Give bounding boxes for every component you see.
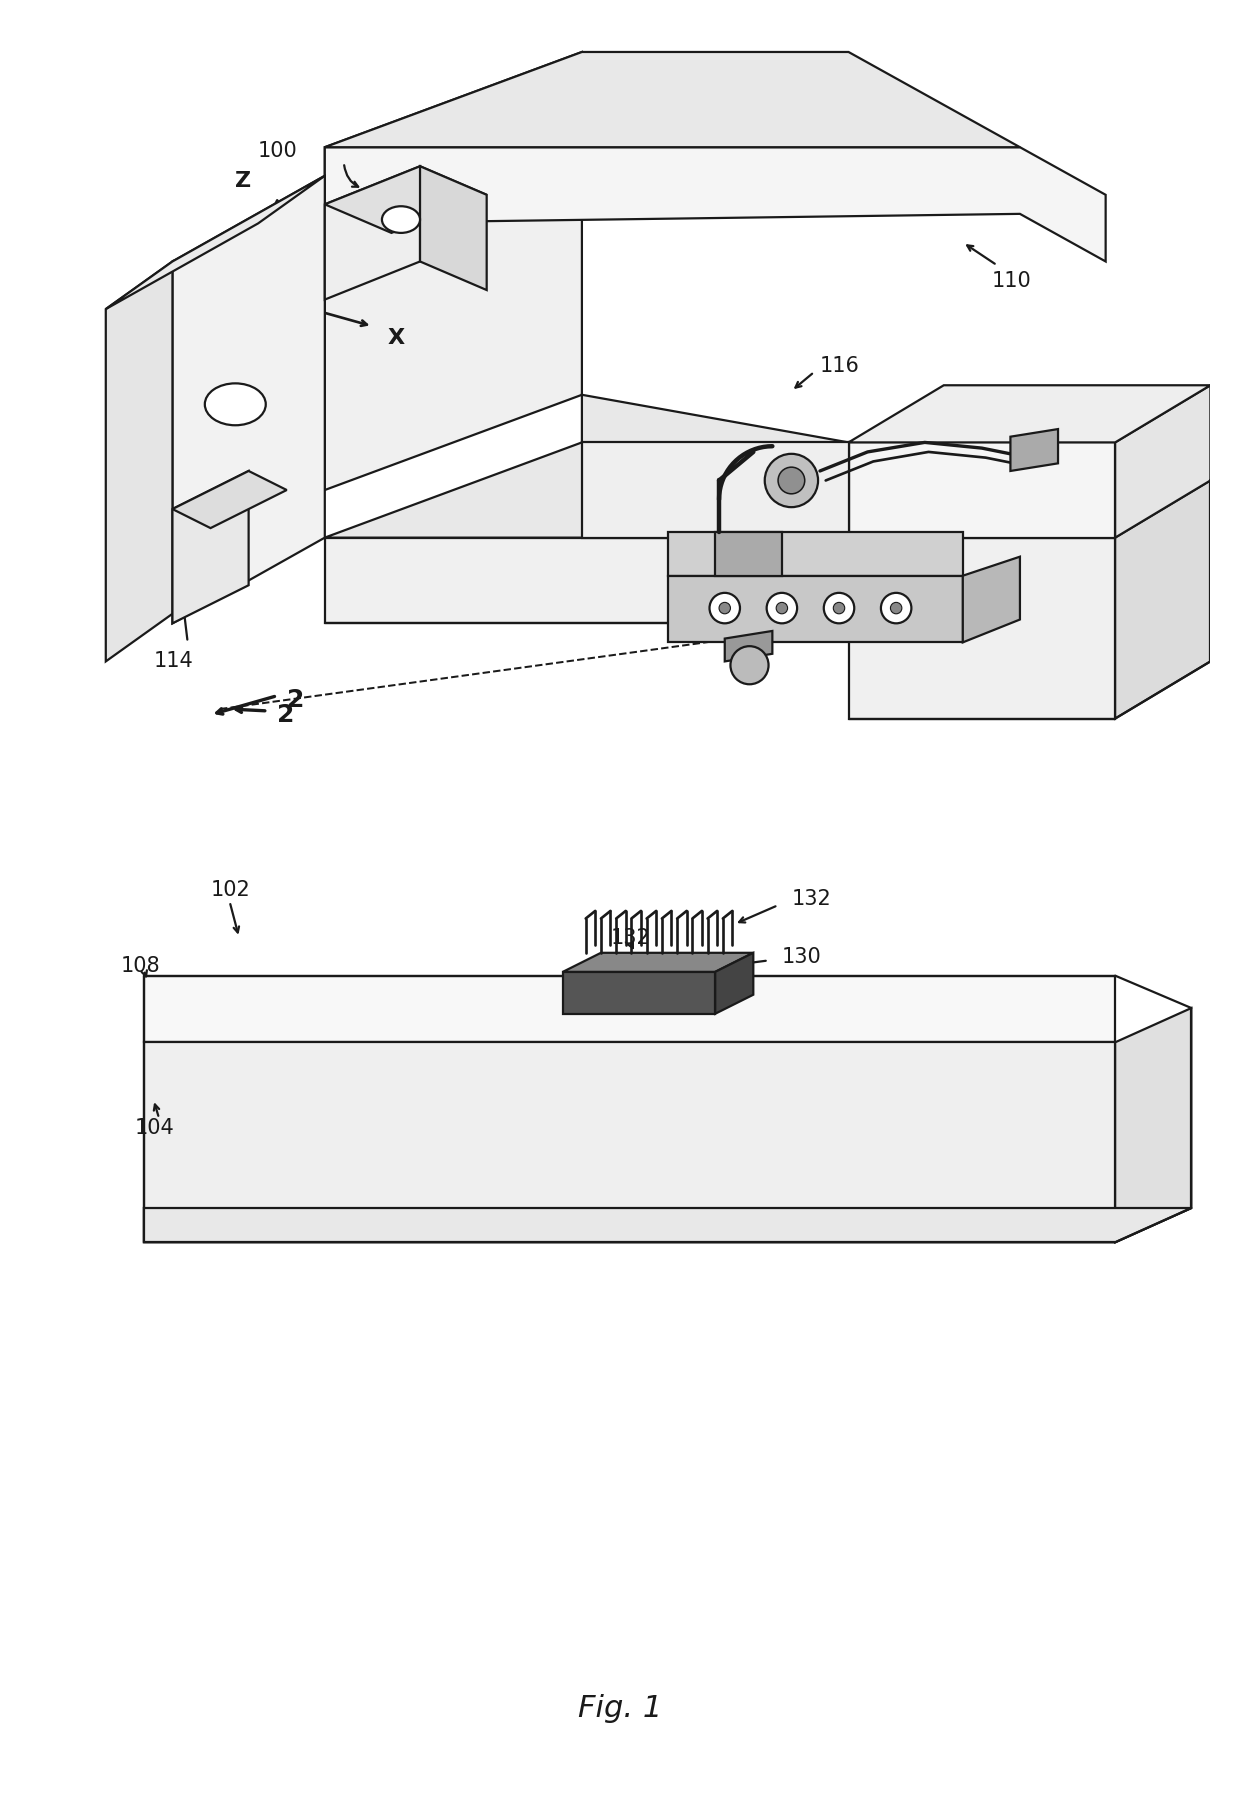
Text: Fig. 1: Fig. 1 [578,1694,662,1723]
Circle shape [890,602,901,614]
Polygon shape [1115,385,1210,538]
Polygon shape [105,262,172,662]
Text: 110: 110 [991,271,1032,291]
Polygon shape [848,385,1210,442]
Text: 112: 112 [1078,424,1117,444]
Polygon shape [420,165,486,291]
Text: 132: 132 [610,927,650,947]
Circle shape [777,467,805,494]
Polygon shape [715,953,754,1014]
Text: 2: 2 [278,704,295,727]
Circle shape [730,645,769,684]
Polygon shape [667,576,962,642]
Circle shape [833,602,844,614]
Circle shape [880,593,911,624]
Polygon shape [1115,1007,1192,1242]
Text: 132: 132 [667,965,707,985]
Text: 190: 190 [962,385,1003,405]
Text: ►: ► [1074,444,1086,462]
Circle shape [766,593,797,624]
Polygon shape [172,176,325,624]
Polygon shape [563,973,715,1014]
Text: 114: 114 [154,651,193,671]
Text: 180: 180 [610,471,650,491]
Text: 102: 102 [211,880,250,900]
Polygon shape [848,538,1115,718]
Polygon shape [172,471,286,527]
Polygon shape [325,165,486,233]
Polygon shape [848,442,1115,538]
Text: 100: 100 [258,142,298,162]
Polygon shape [325,538,1021,624]
Polygon shape [582,395,848,491]
Circle shape [709,593,740,624]
Polygon shape [582,442,848,538]
Text: 130: 130 [782,947,822,967]
Circle shape [765,454,818,507]
Polygon shape [724,631,773,662]
Polygon shape [172,471,249,624]
Polygon shape [1115,480,1210,718]
Polygon shape [667,533,962,576]
Text: 2: 2 [286,687,304,711]
Text: 108: 108 [122,956,161,976]
Text: 2: 2 [1084,422,1101,445]
Text: 2: 2 [1118,422,1136,445]
Polygon shape [715,533,782,576]
Polygon shape [325,165,420,300]
Circle shape [823,593,854,624]
Ellipse shape [382,205,420,233]
Polygon shape [325,53,1021,147]
Circle shape [719,602,730,614]
Polygon shape [144,1042,1115,1242]
Polygon shape [1011,429,1058,471]
Polygon shape [144,1207,1192,1242]
Polygon shape [962,556,1021,642]
Polygon shape [144,976,1115,1042]
Text: 104: 104 [134,1118,174,1138]
Text: X: X [388,327,404,347]
Text: 116: 116 [820,356,859,376]
Text: 122: 122 [1115,651,1154,671]
Polygon shape [563,953,754,973]
Ellipse shape [205,384,265,425]
Polygon shape [1021,442,1086,624]
Text: 120: 120 [991,574,1032,594]
Polygon shape [325,147,1106,262]
Text: Y: Y [372,229,388,249]
Polygon shape [325,53,582,491]
Text: 132: 132 [791,889,831,909]
Polygon shape [325,442,1086,538]
Circle shape [776,602,787,614]
Polygon shape [848,480,1210,538]
Text: Z: Z [234,171,250,191]
Polygon shape [105,176,325,309]
